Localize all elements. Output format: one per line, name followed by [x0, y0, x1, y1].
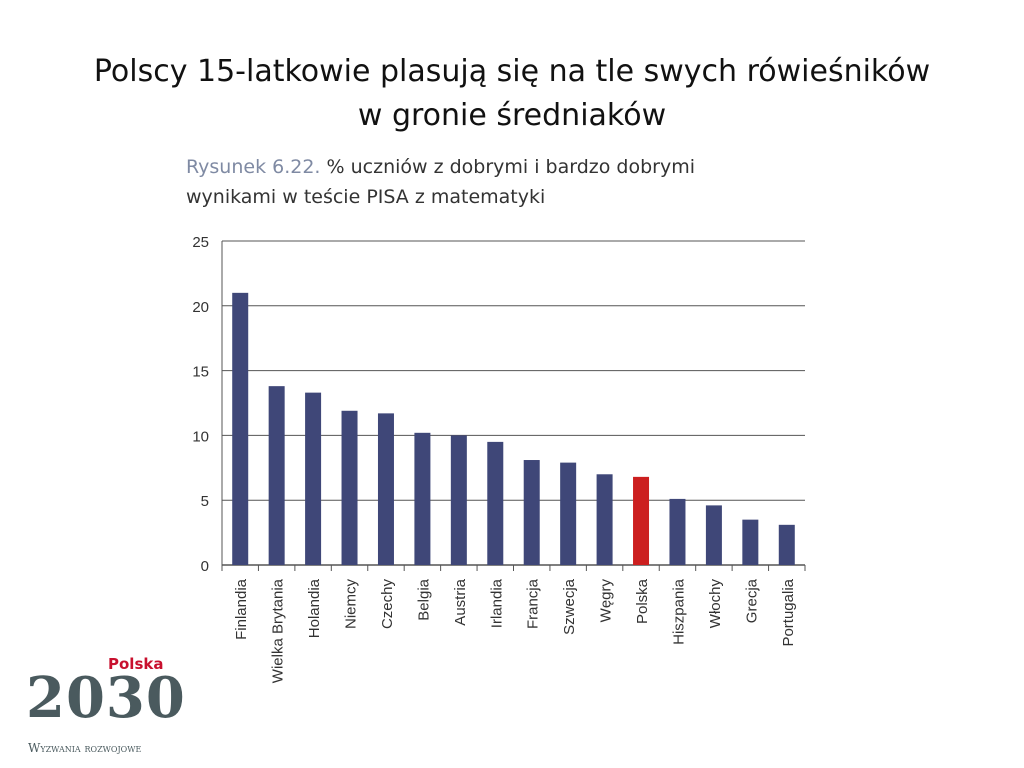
logo-tagline: Wyzwania rozwojowe [28, 741, 142, 755]
x-tick-label: Polska [634, 578, 651, 624]
x-tick-label: Portugalia [780, 578, 797, 646]
bar-1 [268, 386, 285, 565]
slide-title-line-1: Polscy 15-latkowie plasują się na tle sw… [93, 54, 931, 89]
x-tick-label: Holandia [306, 578, 323, 638]
x-tick-label: Grecja [743, 578, 760, 623]
bar-10 [596, 474, 613, 565]
x-tick-label: Belgia [415, 578, 432, 620]
x-tick-label: Finlandia [233, 578, 250, 640]
slide-title-line-2: w gronie średniaków [357, 98, 667, 133]
logo-year: 2030 [26, 665, 186, 731]
x-tick-label: Hiszpania [670, 578, 687, 645]
figure-caption-text-2: wynikami w teście PISA z matematyki [186, 186, 546, 208]
x-tick-label: Niemcy [343, 579, 360, 630]
y-tick-label: 25 [192, 234, 209, 251]
bar-4 [377, 413, 394, 565]
bar-12 [669, 498, 686, 565]
logo-country: Polska [108, 655, 164, 673]
x-tick-label: Szwecja [561, 578, 578, 635]
x-tick-label: Włochy [707, 579, 724, 629]
bar-15 [778, 524, 795, 565]
y-tick-label: 10 [192, 428, 209, 445]
x-tick-label: Węgry [598, 579, 615, 623]
bar-11 [633, 476, 650, 565]
bar-9 [560, 462, 577, 565]
figure-number: Rysunek 6.22. [186, 156, 321, 178]
bar-14 [742, 519, 759, 565]
figure-caption-line-1: Rysunek 6.22. % uczniów z dobrymi i bard… [186, 152, 846, 182]
bar-13 [705, 505, 722, 565]
label-layer: 0 5 10 15 20 25 Finlandia Wielka Brytania Holand… [192, 234, 796, 683]
bar-7 [487, 441, 504, 565]
x-tick-label: Irlandia [488, 578, 505, 628]
y-tick-label: 15 [192, 364, 209, 381]
bar-3 [341, 410, 358, 565]
y-tick-label: 20 [192, 299, 209, 316]
x-tick-label: Wielka Brytania [270, 578, 287, 683]
x-tick-label: Francja [525, 578, 542, 629]
figure-caption-text-1: % uczniów z dobrymi i bardzo dobrymi [320, 156, 696, 178]
bar-layer [232, 292, 795, 565]
y-tick-label: 0 [201, 558, 209, 575]
bar-0 [232, 292, 249, 565]
figure-caption: Rysunek 6.22. % uczniów z dobrymi i bard… [186, 152, 846, 212]
x-tick-label: Czechy [379, 579, 396, 630]
bar-8 [523, 460, 540, 565]
bar-6 [450, 435, 467, 565]
bar-5 [414, 432, 431, 565]
x-tick-label: Austria [452, 578, 469, 625]
polska-2030-logo: Polska 2030 Wyzwania rozwojowe [26, 655, 206, 765]
y-tick-label: 5 [201, 493, 209, 510]
slide-title: Polscy 15-latkowie plasują się na tle sw… [0, 50, 1024, 138]
bar-2 [305, 392, 322, 565]
